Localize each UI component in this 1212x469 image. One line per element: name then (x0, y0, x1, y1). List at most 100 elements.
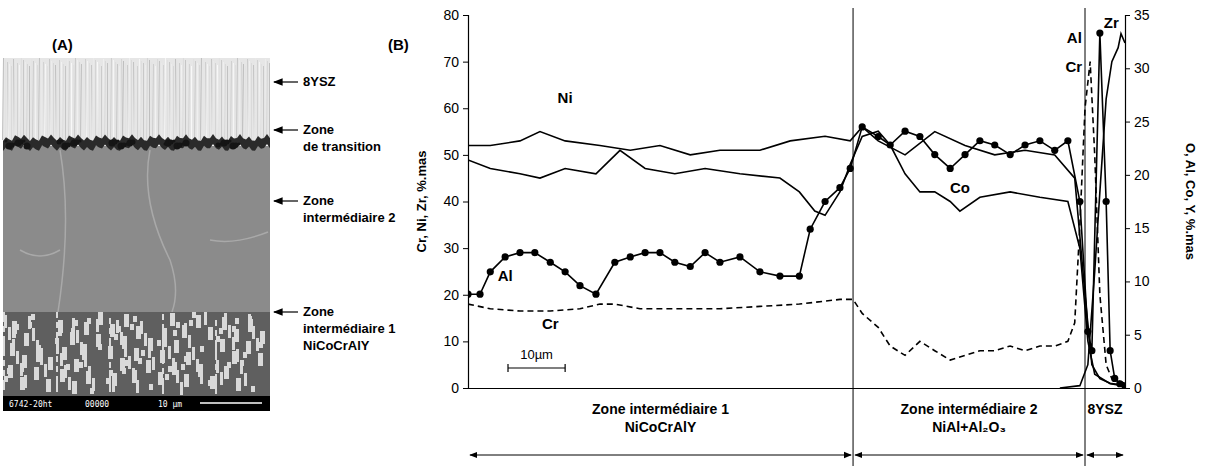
texture (50, 59, 51, 140)
series-marker (642, 249, 649, 256)
texture (56, 366, 58, 372)
series-marker (468, 291, 472, 298)
texture (141, 350, 145, 356)
series-marker (1096, 30, 1103, 37)
texture (93, 58, 94, 140)
y2-axis-tick: 25 (1125, 114, 1150, 130)
texture (207, 64, 208, 140)
layer-label: Zone (303, 193, 334, 208)
layer-zone2 (3, 146, 270, 314)
texture (109, 342, 111, 348)
texture (203, 60, 204, 140)
series-marker (476, 291, 483, 298)
texture (243, 64, 244, 140)
texture (51, 61, 52, 140)
texture (192, 347, 195, 360)
texture (35, 63, 36, 140)
zone-arrow (470, 455, 851, 456)
texture (177, 61, 178, 140)
texture (235, 318, 239, 324)
texture (109, 362, 111, 368)
texture (141, 61, 142, 140)
texture (28, 322, 32, 328)
texture (155, 66, 156, 140)
texture (148, 150, 176, 312)
texture (135, 64, 136, 140)
series-marker (716, 259, 723, 266)
texture (105, 61, 106, 140)
panel-a: (A)6742-20ht0000010 µm8YSZZonede transit… (3, 36, 396, 411)
texture (176, 322, 180, 328)
series-marker (576, 282, 583, 289)
y2-axis-tick: 20 (1125, 167, 1150, 183)
texture (3, 326, 5, 332)
texture (228, 325, 231, 338)
series-marker (627, 253, 634, 260)
texture (200, 371, 203, 384)
layer-label: intermédiaire 2 (303, 210, 396, 225)
texture (201, 58, 202, 140)
texture (74, 359, 79, 372)
figure: (A)6742-20ht0000010 µm8YSZZonede transit… (0, 0, 1212, 469)
series-label: Cr (1065, 58, 1082, 75)
texture (195, 61, 196, 140)
texture (237, 58, 238, 140)
zone-arrow (855, 455, 1083, 456)
texture (71, 63, 72, 140)
texture (122, 336, 127, 349)
texture (173, 140, 176, 143)
series-label: Al (1067, 29, 1082, 46)
texture (248, 314, 251, 327)
texture (183, 58, 184, 140)
texture (206, 62, 207, 140)
texture (224, 370, 228, 376)
texture (56, 386, 58, 392)
texture (255, 58, 256, 140)
texture (159, 61, 160, 140)
texture (86, 59, 87, 140)
series-marker (487, 268, 494, 275)
texture (196, 315, 201, 328)
zone-boundary (853, 8, 854, 466)
tick-mark (463, 202, 468, 203)
texture (47, 66, 48, 140)
texture (56, 380, 58, 386)
texture (31, 314, 35, 320)
tick-label: 10 (443, 333, 459, 349)
texture (179, 63, 180, 140)
y-axis-tick: 80 (443, 7, 468, 23)
texture (246, 341, 251, 354)
tick-label: 15 (1134, 220, 1150, 236)
texture (26, 62, 27, 140)
texture (40, 352, 43, 365)
texture (200, 346, 204, 352)
y2-axis-tick: 5 (1125, 327, 1142, 343)
series-line (1060, 34, 1125, 388)
texture (124, 314, 129, 327)
info-bar (3, 396, 270, 411)
layer-ceramic (3, 58, 270, 142)
texture (170, 62, 171, 140)
y2-axis-tick: 15 (1125, 220, 1150, 236)
texture (76, 330, 79, 343)
texture (70, 332, 75, 345)
label-arrow (274, 311, 298, 312)
texture (60, 353, 63, 366)
texture (232, 326, 236, 332)
texture (104, 59, 105, 140)
texture (79, 140, 82, 143)
texture (122, 59, 123, 140)
tick-mark (463, 15, 468, 16)
texture (183, 140, 190, 147)
plot-area (468, 30, 1125, 388)
scale-bar-end (507, 364, 508, 372)
series-marker (1103, 198, 1110, 205)
series-marker (976, 137, 983, 144)
texture (263, 66, 264, 140)
texture (251, 63, 252, 140)
texture (227, 66, 228, 140)
texture (224, 62, 225, 140)
zone-arrow (1087, 455, 1123, 456)
texture (170, 313, 175, 326)
tick-mark (463, 62, 468, 63)
